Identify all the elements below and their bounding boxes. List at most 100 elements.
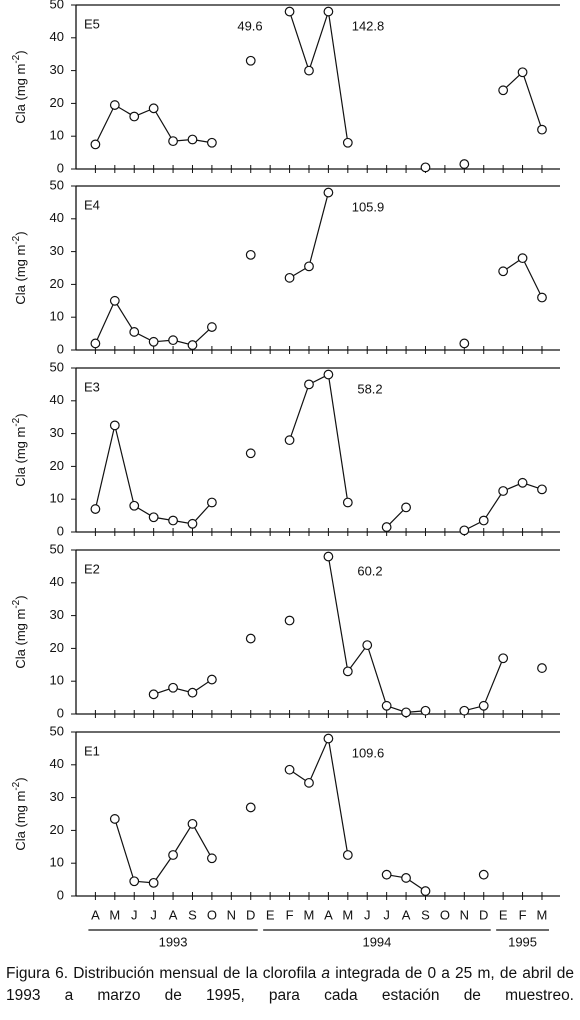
y-axis-label-part: Cla (mg m <box>13 64 28 124</box>
data-point <box>537 663 547 673</box>
data-point <box>245 249 256 260</box>
data-point <box>206 137 217 148</box>
data-point <box>459 705 470 716</box>
y-axis-label: Cla (mg m-2) <box>11 231 29 304</box>
data-point <box>284 6 295 17</box>
data-point <box>284 435 295 446</box>
series-line <box>154 557 542 713</box>
data-point <box>148 877 159 888</box>
panel-label: E3 <box>84 379 100 394</box>
y-axis-label-part: -2 <box>11 781 22 790</box>
x-tick-label: D <box>246 907 255 922</box>
y-tick-label: 20 <box>50 458 64 473</box>
y-tick-label: 0 <box>57 341 64 356</box>
x-tick-label: F <box>286 907 294 922</box>
y-axis-label-part: Cla (mg m <box>13 609 28 669</box>
annotation: 58.2 <box>357 381 382 396</box>
data-point <box>148 336 159 347</box>
data-point <box>381 522 392 532</box>
x-tick-label: F <box>519 907 527 922</box>
series-line <box>115 739 484 892</box>
x-tick-label: M <box>109 907 120 922</box>
data-point <box>517 253 528 264</box>
panel-label: E1 <box>84 743 100 758</box>
data-point <box>187 518 198 529</box>
y-axis-label-part: -2 <box>11 599 22 608</box>
data-point <box>517 67 528 78</box>
x-tick-label: J <box>383 907 390 922</box>
y-tick-label: 40 <box>50 29 64 44</box>
data-point <box>168 682 178 693</box>
data-point <box>206 674 217 685</box>
data-point <box>537 484 547 495</box>
x-tick-label: E <box>266 907 275 922</box>
data-point <box>284 764 295 775</box>
data-point <box>129 327 140 337</box>
y-tick-label: 30 <box>50 62 64 77</box>
x-tick-label: M <box>304 907 315 922</box>
y-axis-label: Cla (mg m-2) <box>11 413 29 486</box>
data-point <box>109 100 120 110</box>
data-point <box>129 876 140 887</box>
data-point <box>168 335 178 346</box>
series-line <box>94 192 543 346</box>
x-tick-label: A <box>169 907 178 922</box>
y-tick-label: 10 <box>50 491 64 506</box>
x-tick-label: A <box>324 907 333 922</box>
data-point <box>206 497 217 508</box>
data-point <box>129 500 140 511</box>
y-axis-label-part: -2 <box>11 417 22 426</box>
data-point <box>168 850 178 860</box>
x-tick-label: N <box>460 907 469 922</box>
data-point <box>459 525 470 536</box>
data-point <box>304 65 314 76</box>
y-tick-label: 50 <box>50 359 64 374</box>
x-tick-label: J <box>364 907 371 922</box>
data-point <box>187 340 198 350</box>
annotation: 49.6 <box>237 18 262 33</box>
panel-label: E4 <box>84 197 100 212</box>
data-point <box>401 502 411 513</box>
y-axis-label-part: ) <box>13 777 28 781</box>
x-tick-label: D <box>479 907 488 922</box>
caption-text: integrada de 0 a 25 m, de abril de 1993 … <box>6 965 574 1004</box>
x-tick-label: J <box>150 907 157 922</box>
x-tick-label: O <box>207 907 217 922</box>
data-point <box>168 515 178 526</box>
caption: Figura 6. Distribución mensual de la clo… <box>6 963 574 1007</box>
y-tick-label: 40 <box>50 392 64 407</box>
caption-text: a <box>321 965 331 982</box>
y-tick-label: 20 <box>50 95 64 110</box>
y-tick-label: 10 <box>50 309 64 324</box>
data-point <box>401 707 411 718</box>
data-point <box>109 295 120 306</box>
y-axis-label-part: ) <box>13 595 28 599</box>
data-point <box>459 159 470 169</box>
data-point <box>420 705 431 716</box>
data-point <box>90 504 101 514</box>
y-axis-label-part: -2 <box>11 235 22 244</box>
series-line <box>94 11 543 145</box>
x-tick-label: O <box>440 907 450 922</box>
data-point <box>517 477 528 488</box>
data-point <box>323 187 334 198</box>
x-tick-label: M <box>342 907 353 922</box>
data-point <box>148 689 159 700</box>
y-tick-label: 20 <box>50 276 64 291</box>
y-axis-label: Cla (mg m-2) <box>11 50 29 123</box>
y-axis-label-part: -2 <box>11 54 22 63</box>
y-tick-label: 10 <box>50 855 64 870</box>
data-point <box>498 486 509 496</box>
y-tick-label: 0 <box>57 523 64 538</box>
y-tick-label: 20 <box>50 822 64 837</box>
data-point <box>342 497 353 508</box>
y-tick-label: 0 <box>57 160 64 175</box>
data-point <box>323 733 334 744</box>
data-point <box>129 111 140 122</box>
data-point <box>342 666 353 677</box>
y-tick-label: 10 <box>50 673 64 688</box>
data-point <box>304 777 314 788</box>
year-label: 1994 <box>362 934 391 949</box>
